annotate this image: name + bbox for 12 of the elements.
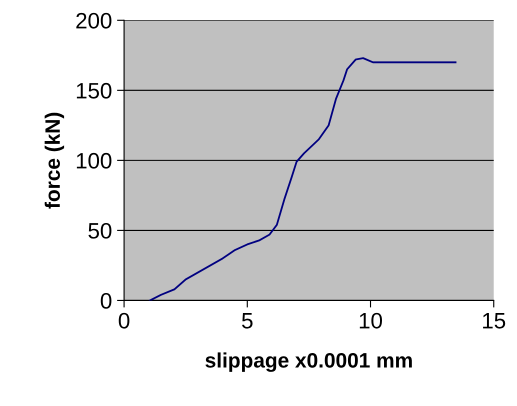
x-tick-label: 5 xyxy=(242,313,253,329)
y-tick-label: 100 xyxy=(76,152,112,169)
y-tick-label: 150 xyxy=(76,82,112,99)
x-tick-label: 0 xyxy=(118,312,130,329)
y-axis-title: force (kN) xyxy=(44,112,64,209)
x-axis-title: slippage x0.0001 mm xyxy=(205,352,412,372)
y-tick-label: 50 xyxy=(88,222,112,239)
x-tick-label: 10 xyxy=(360,312,382,329)
line-series xyxy=(149,57,456,300)
x-tick-label: 15 xyxy=(483,313,506,329)
y-tick-label: 0 xyxy=(100,292,112,309)
y-tick-label: 200 xyxy=(76,12,112,29)
